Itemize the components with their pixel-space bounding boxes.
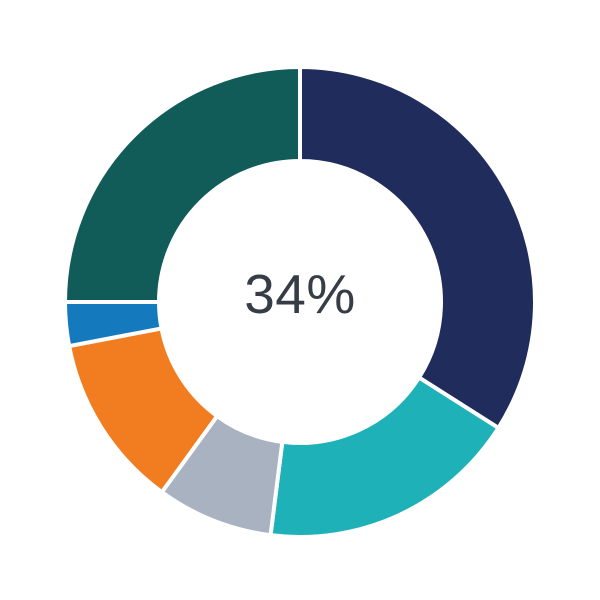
donut-segment-navy <box>298 65 537 430</box>
donut-segment-dark-green <box>63 65 302 304</box>
